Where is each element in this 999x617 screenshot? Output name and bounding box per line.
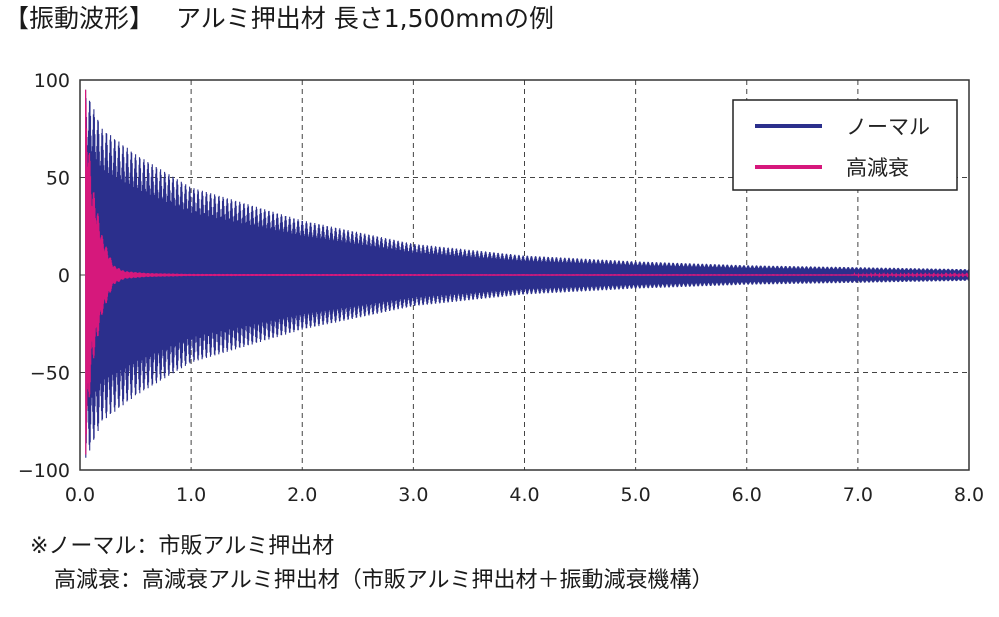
legend-label: 高減衰	[846, 156, 909, 180]
chart-title: 【振動波形】 アルミ押出材 長さ1,500mmの例	[4, 2, 554, 36]
footnote-normal: ※ノーマル：市販アルミ押出材	[30, 534, 335, 559]
footnote-high-damping: 高減衰：高減衰アルミ押出材（市販アルミ押出材＋振動減衰機構）	[54, 568, 714, 593]
vibration-chart: 0.0 1.0 2.0 3.0 4.0 5.0 6.0 7.0 8.0 100 50 0 −50 −100…	[18, 70, 984, 506]
x-tick-label: 6.0	[732, 484, 762, 506]
x-tick-label: 4.0	[509, 484, 539, 506]
x-tick-label: 3.0	[398, 484, 428, 506]
title-subtitle: アルミ押出材 長さ1,500mmの例	[176, 4, 554, 33]
x-tick-label: 7.0	[843, 484, 873, 506]
y-tick-label: 0	[58, 265, 70, 287]
series-line-high-damping	[84, 89, 970, 455]
y-tick-label: 50	[46, 168, 70, 190]
x-tick-label: 1.0	[176, 484, 206, 506]
x-tick-label: 8.0	[954, 484, 984, 506]
x-tick-label: 0.0	[65, 484, 95, 506]
series-line-normal	[85, 89, 970, 458]
x-tick-label: 2.0	[287, 484, 317, 506]
y-tick-label: −100	[18, 460, 70, 482]
plot-area-frame	[79, 79, 970, 471]
y-tick-label: 100	[34, 70, 70, 92]
legend-box	[732, 99, 958, 191]
title-bracket: 【振動波形】	[4, 4, 155, 33]
y-tick-label: −50	[30, 363, 70, 385]
legend-label: ノーマル	[846, 115, 930, 139]
x-tick-label: 5.0	[621, 484, 651, 506]
